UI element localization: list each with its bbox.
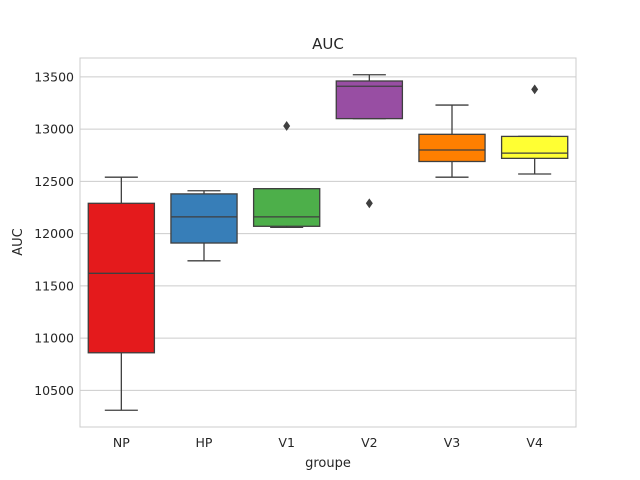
y-tick-label: 12500 [34,174,74,189]
box-v4 [500,84,569,175]
iqr-box [418,133,486,163]
box-v3 [418,104,486,178]
y-tick-label: 11000 [34,331,74,346]
box-np [87,176,156,411]
x-tick-label: V3 [444,435,461,450]
y-tick-label: 12000 [34,226,74,241]
outlier-point [531,84,539,95]
iqr-box [335,80,404,120]
iqr-box [500,135,569,160]
iqr-box [87,202,156,354]
boxes-layer [87,74,569,411]
x-tick-labels: NP HP V1 V2 V3 V4 [113,435,543,450]
y-tick-label: 11500 [34,278,74,293]
plot-frame [79,57,577,428]
chart-title: AUC [312,35,344,53]
iqr-box [170,193,238,244]
iqr-box [252,188,321,227]
y-tick-label: 13500 [34,69,74,84]
x-tick-label: V1 [278,435,295,450]
grid-lines [80,76,576,391]
x-tick-label: V2 [361,435,378,450]
y-tick-label: 13000 [34,122,74,137]
plot-area [80,58,576,427]
outlier-point [283,121,291,131]
x-axis-label: groupe [305,456,351,471]
box-v1 [252,121,321,228]
x-tick-label: NP [113,435,130,450]
y-axis-label: AUC [11,228,26,256]
y-tick-label: 10500 [34,383,74,398]
box-v2 [335,74,404,209]
x-tick-label: V4 [526,435,543,450]
x-tick-label: HP [196,435,213,450]
outlier-point [365,198,373,209]
y-tick-labels: 10500 11000 11500 12000 12500 13000 13500 [34,69,74,398]
box-hp [170,190,238,262]
